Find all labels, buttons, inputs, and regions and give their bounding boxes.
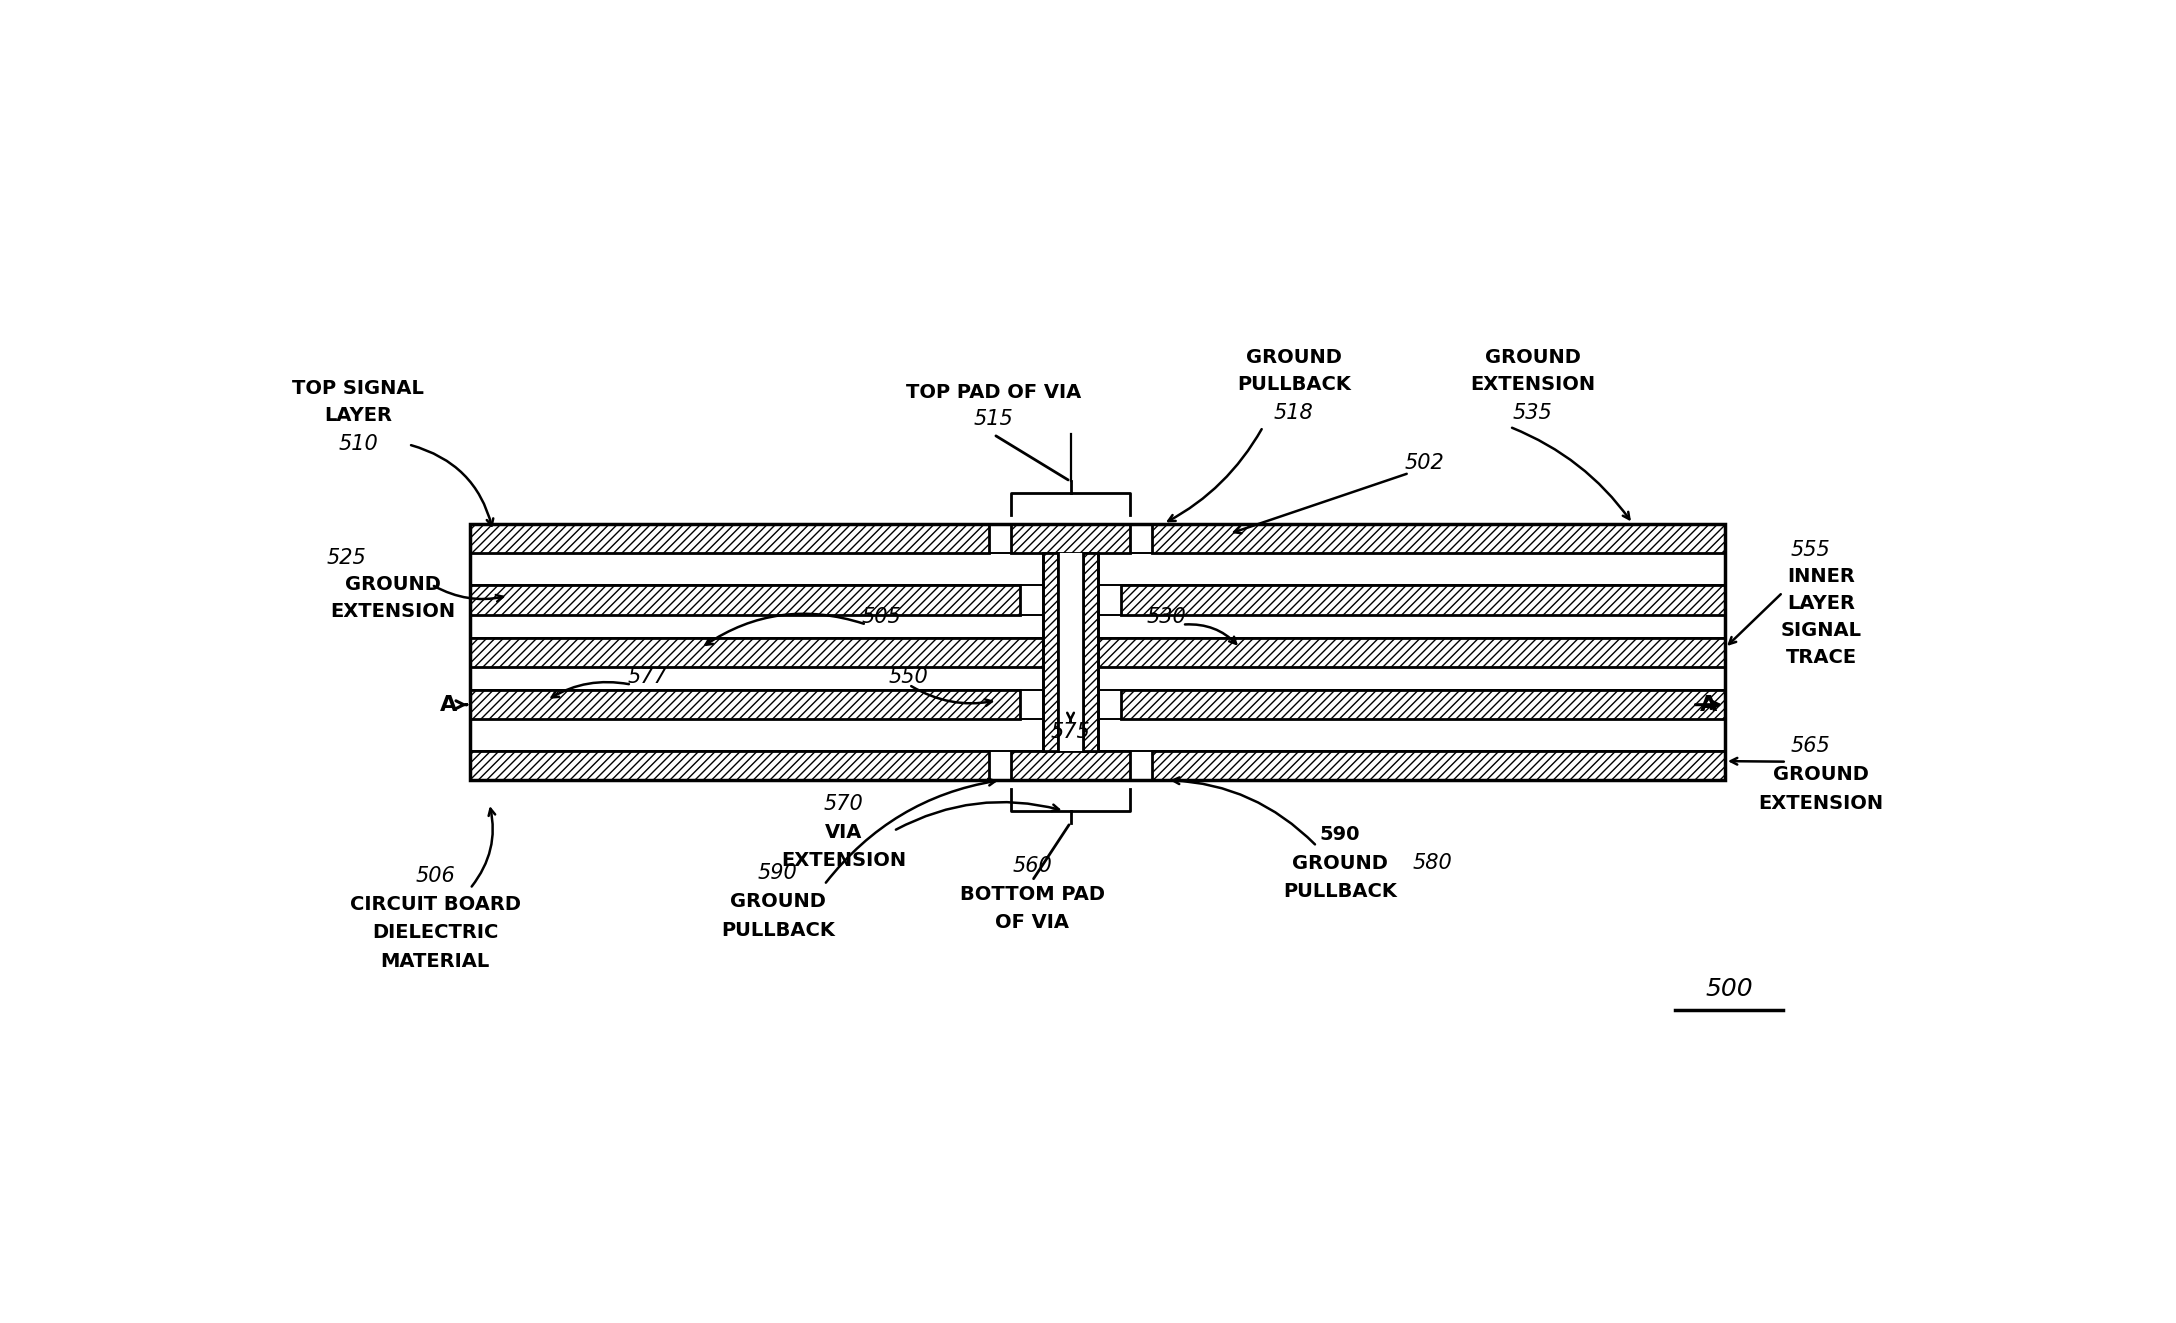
- Bar: [470, 585, 1021, 615]
- Bar: [1042, 553, 1058, 751]
- Text: PULLBACK: PULLBACK: [720, 921, 836, 939]
- Bar: [1151, 524, 1726, 553]
- Text: SIGNAL: SIGNAL: [1780, 622, 1863, 640]
- Text: 565: 565: [1791, 737, 1830, 757]
- Text: 506: 506: [416, 865, 455, 885]
- Bar: [470, 524, 1726, 781]
- Text: EXTENSION: EXTENSION: [781, 852, 905, 871]
- Text: 577: 577: [627, 667, 666, 687]
- Text: LAYER: LAYER: [324, 406, 392, 425]
- Text: BOTTOM PAD: BOTTOM PAD: [960, 885, 1105, 904]
- Bar: [470, 524, 990, 553]
- Text: GROUND: GROUND: [1773, 765, 1869, 785]
- Text: 502: 502: [1406, 452, 1445, 472]
- Text: OF VIA: OF VIA: [994, 913, 1068, 933]
- Text: 550: 550: [890, 667, 929, 687]
- Text: A: A: [440, 695, 457, 714]
- Text: GROUND: GROUND: [1484, 348, 1580, 366]
- Text: 575: 575: [1051, 722, 1090, 742]
- Bar: [1058, 553, 1084, 751]
- Text: 590: 590: [1321, 826, 1360, 844]
- Text: VIA: VIA: [825, 823, 862, 841]
- Text: INNER: INNER: [1786, 568, 1856, 586]
- Text: GROUND: GROUND: [1247, 348, 1343, 366]
- Text: EXTENSION: EXTENSION: [1471, 374, 1595, 394]
- Text: DIELECTRIC: DIELECTRIC: [372, 923, 498, 942]
- Text: 580: 580: [1412, 853, 1451, 873]
- Bar: [470, 638, 1042, 667]
- Text: EXTENSION: EXTENSION: [331, 602, 455, 620]
- Text: GROUND: GROUND: [729, 892, 827, 912]
- Text: GROUND: GROUND: [1293, 853, 1388, 873]
- Text: 555: 555: [1791, 540, 1830, 560]
- Text: 570: 570: [823, 794, 864, 814]
- Text: 590: 590: [757, 864, 799, 884]
- Bar: [1012, 751, 1129, 781]
- Text: PULLBACK: PULLBACK: [1236, 374, 1351, 394]
- Text: EXTENSION: EXTENSION: [1758, 794, 1884, 812]
- Text: 535: 535: [1512, 404, 1551, 423]
- Text: 525: 525: [326, 548, 366, 568]
- Bar: [1084, 553, 1099, 751]
- Text: 560: 560: [1012, 856, 1051, 876]
- Text: 500: 500: [1706, 976, 1752, 1000]
- Text: MATERIAL: MATERIAL: [381, 951, 490, 971]
- Bar: [1121, 691, 1726, 720]
- Text: TOP PAD OF VIA: TOP PAD OF VIA: [905, 382, 1081, 402]
- Text: TRACE: TRACE: [1786, 648, 1856, 667]
- Bar: [1151, 751, 1726, 781]
- Text: LAYER: LAYER: [1786, 594, 1856, 614]
- Text: 505: 505: [862, 607, 901, 627]
- Text: GROUND: GROUND: [346, 576, 442, 594]
- Bar: [1121, 585, 1726, 615]
- Text: A: A: [1699, 695, 1717, 714]
- Text: PULLBACK: PULLBACK: [1284, 882, 1397, 901]
- Bar: [1099, 638, 1726, 667]
- Bar: [1012, 524, 1129, 553]
- Text: CIRCUIT BOARD: CIRCUIT BOARD: [350, 894, 520, 914]
- Text: 515: 515: [973, 409, 1014, 429]
- Text: 518: 518: [1273, 404, 1314, 423]
- Text: TOP SIGNAL: TOP SIGNAL: [292, 378, 424, 398]
- Text: 510: 510: [339, 434, 379, 454]
- Bar: [470, 691, 1021, 720]
- Bar: [470, 751, 990, 781]
- Text: 530: 530: [1147, 607, 1186, 627]
